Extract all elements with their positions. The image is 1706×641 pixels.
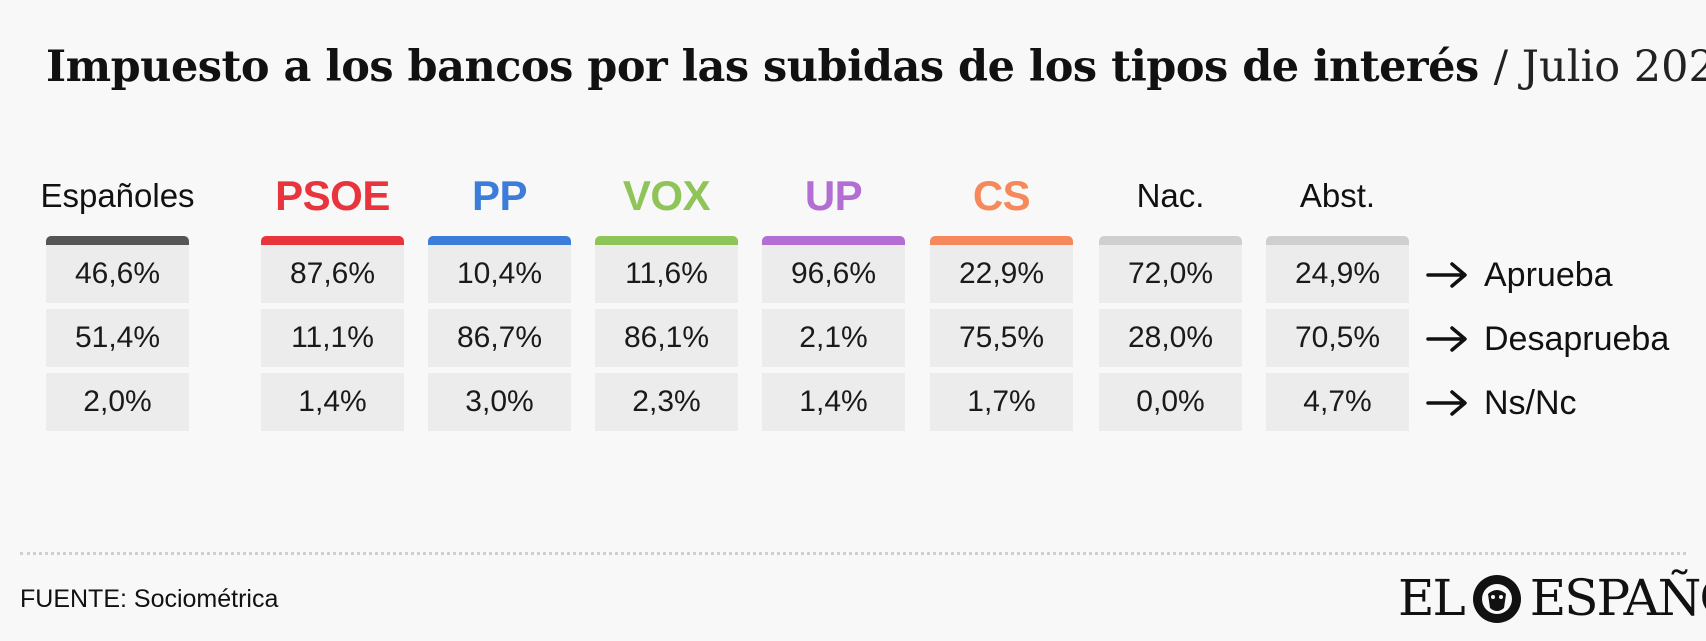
column-header: PSOE — [275, 172, 390, 219]
chart-title: Impuesto a los bancos por las subidas de… — [46, 42, 1706, 92]
value-cell-aprueba: 46,6% — [46, 245, 189, 303]
dotted-divider — [20, 552, 1686, 555]
column-color-bar — [261, 236, 404, 245]
value-cell-ns-nc: 1,7% — [930, 373, 1073, 431]
value-cell-ns-nc: 1,4% — [261, 373, 404, 431]
value-cell-desaprueba: 51,4% — [46, 309, 189, 367]
column-cs: CS 22,9% 75,5% 1,7% — [930, 160, 1073, 437]
chart-title-date: / Julio 2022 — [1493, 42, 1706, 92]
column-header: Españoles — [40, 177, 195, 214]
value-cell-desaprueba: 86,1% — [595, 309, 738, 367]
value-cell-aprueba: 10,4% — [428, 245, 571, 303]
column-psoe: PSOE 87,6% 11,1% 1,4% — [261, 160, 404, 437]
value-cell-ns-nc: 3,0% — [428, 373, 571, 431]
column-pp: PP 10,4% 86,7% 3,0% — [428, 160, 571, 437]
column-header: Nac. — [1136, 177, 1205, 214]
row-label-text: Ns/Nc — [1484, 383, 1577, 422]
value-cell-desaprueba: 86,7% — [428, 309, 571, 367]
chart-title-main: Impuesto a los bancos por las subidas de… — [46, 42, 1479, 92]
column-color-bar — [428, 236, 571, 245]
row-label-desaprueba: Desaprueba — [1426, 310, 1669, 368]
el-espanol-logo: EL ESPAÑOL — [1398, 568, 1706, 628]
value-cell-desaprueba: 11,1% — [261, 309, 404, 367]
arrow-right-icon — [1426, 262, 1467, 288]
column-color-bar — [1099, 236, 1242, 245]
column-vox: VOX 11,6% 86,1% 2,3% — [595, 160, 738, 437]
column-color-bar — [930, 236, 1073, 245]
value-cell-aprueba: 22,9% — [930, 245, 1073, 303]
column-header: PP — [471, 172, 528, 219]
arrow-right-icon — [1426, 326, 1467, 352]
logo-text-left: EL — [1398, 569, 1466, 627]
row-label-aprueba: Aprueba — [1426, 246, 1613, 304]
arrow-right-icon — [1426, 390, 1467, 416]
lion-icon — [1472, 575, 1521, 623]
row-label-ns-nc: Ns/Nc — [1426, 374, 1577, 432]
column-color-bar — [762, 236, 905, 245]
column-header: VOX — [622, 172, 711, 219]
source-note: FUENTE: Sociométrica — [20, 585, 279, 613]
column-color-bar — [46, 236, 189, 245]
logo-text-right: ESPAÑOL — [1529, 569, 1706, 627]
column-color-bar — [1266, 236, 1409, 245]
value-cell-ns-nc: 4,7% — [1266, 373, 1409, 431]
row-label-text: Desaprueba — [1484, 319, 1670, 358]
column-abst: Abst. 24,9% 70,5% 4,7% — [1266, 160, 1409, 437]
value-cell-aprueba: 87,6% — [261, 245, 404, 303]
value-cell-ns-nc: 0,0% — [1099, 373, 1242, 431]
column-header: Abst. — [1299, 177, 1376, 214]
value-cell-desaprueba: 28,0% — [1099, 309, 1242, 367]
value-cell-desaprueba: 70,5% — [1266, 309, 1409, 367]
column-up: UP 96,6% 2,1% 1,4% — [762, 160, 905, 437]
value-cell-ns-nc: 2,0% — [46, 373, 189, 431]
value-cell-desaprueba: 75,5% — [930, 309, 1073, 367]
value-cell-aprueba: 24,9% — [1266, 245, 1409, 303]
value-cell-ns-nc: 1,4% — [762, 373, 905, 431]
row-label-text: Aprueba — [1484, 255, 1613, 294]
column-color-bar — [595, 236, 738, 245]
value-cell-aprueba: 72,0% — [1099, 245, 1242, 303]
value-cell-desaprueba: 2,1% — [762, 309, 905, 367]
column-header: UP — [804, 172, 863, 219]
column-header: CS — [972, 172, 1031, 219]
column-nac: Nac. 72,0% 28,0% 0,0% — [1099, 160, 1242, 437]
value-cell-ns-nc: 2,3% — [595, 373, 738, 431]
value-cell-aprueba: 96,6% — [762, 245, 905, 303]
value-cell-aprueba: 11,6% — [595, 245, 738, 303]
column-espa-oles: Españoles 46,6% 51,4% 2,0% — [40, 160, 195, 437]
